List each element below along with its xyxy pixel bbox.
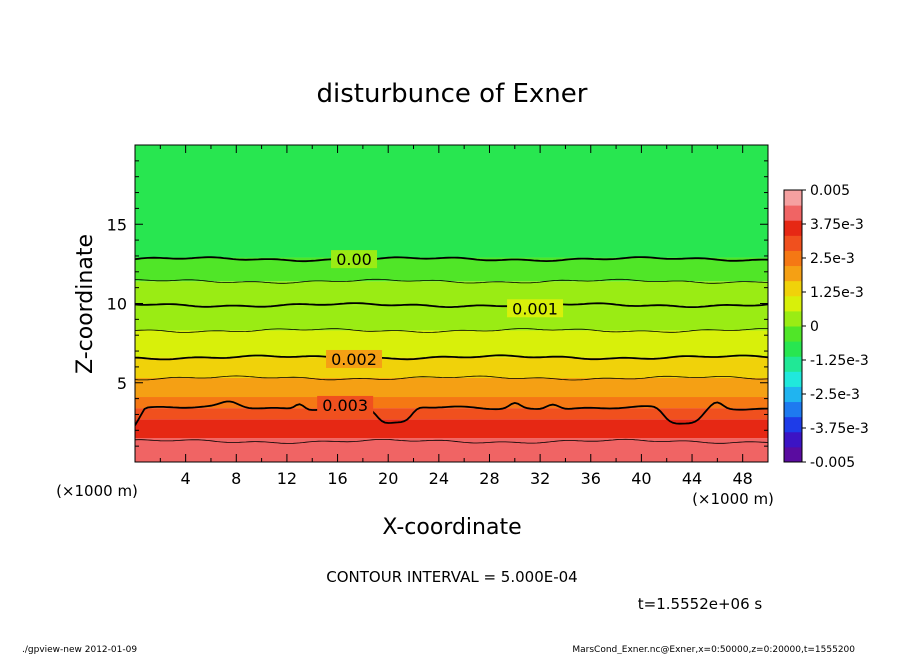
x-tick-label: 32: [530, 469, 550, 488]
colorbar-segment: [784, 386, 802, 403]
colorbar-tick-label: 2.5e-3: [810, 251, 855, 267]
x-tick-label: 12: [277, 469, 297, 488]
colorbar-segment: [784, 356, 802, 372]
contour-label: 0.003: [322, 396, 368, 415]
x-tick-label: 40: [631, 469, 651, 488]
contour-labels: 0.00 0.001 0.002 0.003: [317, 250, 564, 415]
x-axis: 4 8 12 16 20 24 28 32 36 40 44 48: [159, 145, 753, 488]
contour-line-4: [135, 354, 768, 361]
colorbar-tick-label: 1.25e-3: [810, 285, 864, 301]
contour-line-6: [135, 400, 768, 426]
y-tick-label: 10: [107, 295, 127, 314]
contour-line-7: [135, 438, 768, 444]
contour-line-0: [135, 256, 768, 263]
footer-left: ./gpview-new 2012-01-09: [22, 645, 137, 654]
field-band-1: [135, 419, 768, 439]
contour-label: 0.00: [336, 250, 372, 269]
y-axis-label: Z-coordinate: [73, 234, 98, 374]
colorbar-segment: [784, 220, 802, 236]
colorbar: 0.005 3.75e-3 2.5e-3 1.25e-3 0 -1.25e-3 -2.5e-…: [783, 183, 869, 471]
colorbar-tick-label: -2.5e-3: [810, 387, 860, 403]
field-band-2: [135, 408, 768, 420]
contour-label-bg: [317, 395, 374, 414]
colorbar-segment: [784, 265, 802, 282]
colorbar-tick-label: 3.75e-3: [810, 217, 864, 233]
x-tick-label: 48: [733, 469, 753, 488]
colorbar-segment: [784, 190, 802, 206]
filled-contour-field: [135, 145, 768, 462]
x-unit-left: (×1000 m): [56, 482, 138, 500]
time-label: t=1.5552e+06 s: [638, 595, 763, 613]
field-band-10: [135, 145, 768, 258]
contour-label-bg: [326, 349, 383, 368]
y-tick-label: 5: [117, 374, 127, 393]
colorbar-segment: [784, 416, 802, 433]
colorbar-segment: [784, 371, 802, 387]
x-tick-label: 20: [378, 469, 398, 488]
colorbar-segment: [784, 205, 802, 221]
colorbar-segment: [784, 295, 802, 312]
field-band-3: [135, 397, 768, 409]
colorbar-segment: [784, 341, 802, 357]
field-band-4: [135, 377, 768, 398]
field-band-9: [135, 257, 768, 282]
field-band-5: [135, 357, 768, 378]
colorbar-tick-label: 0: [810, 319, 819, 335]
colorbar-segment: [784, 235, 802, 251]
x-tick-label: 16: [327, 469, 347, 488]
y-axis: 5 10 15: [107, 160, 768, 447]
colorbar-tick-label: -1.25e-3: [810, 353, 869, 369]
x-tick-label: 24: [429, 469, 449, 488]
colorbar-segment: [784, 310, 802, 327]
colorbar-segment: [784, 401, 802, 418]
contour-label: 0.001: [512, 299, 558, 318]
contour-interval-label: CONTOUR INTERVAL = 5.000E-04: [326, 568, 577, 586]
field-band-8: [135, 281, 768, 306]
contour-line-5: [135, 375, 768, 381]
x-tick-label: 4: [181, 469, 191, 488]
contour-lines: [135, 256, 768, 444]
contour-label-bg: [507, 299, 564, 318]
footer-right: MarsCond_Exner.nc@Exner,x=0:50000,z=0:20…: [572, 645, 855, 654]
contour-line-3: [135, 328, 768, 333]
x-tick-label: 36: [581, 469, 601, 488]
y-tick-label: 15: [107, 215, 127, 234]
colorbar-segment: [784, 326, 802, 342]
colorbar-tick-label: 0.005: [810, 183, 850, 199]
chart-title: disturbunce of Exner: [317, 79, 588, 109]
contour-line-2: [135, 302, 768, 308]
x-unit-right: (×1000 m): [692, 490, 774, 508]
field-band-0: [135, 438, 768, 462]
x-tick-label: 28: [479, 469, 499, 488]
contour-line-1: [135, 278, 768, 284]
colorbar-segment: [784, 280, 802, 297]
contour-label: 0.002: [331, 350, 377, 369]
colorbar-segment: [784, 431, 802, 448]
field-band-6: [135, 330, 768, 358]
colorbar-segment: [784, 446, 802, 463]
colorbar-segment: [784, 250, 802, 267]
contour-label-bg: [331, 250, 378, 269]
x-tick-label: 44: [682, 469, 702, 488]
field-band-7: [135, 305, 768, 331]
colorbar-tick-label: -0.005: [810, 455, 855, 471]
colorbar-tick-label: -3.75e-3: [810, 421, 869, 437]
x-tick-label: 8: [231, 469, 241, 488]
x-axis-label: X-coordinate: [382, 515, 521, 540]
